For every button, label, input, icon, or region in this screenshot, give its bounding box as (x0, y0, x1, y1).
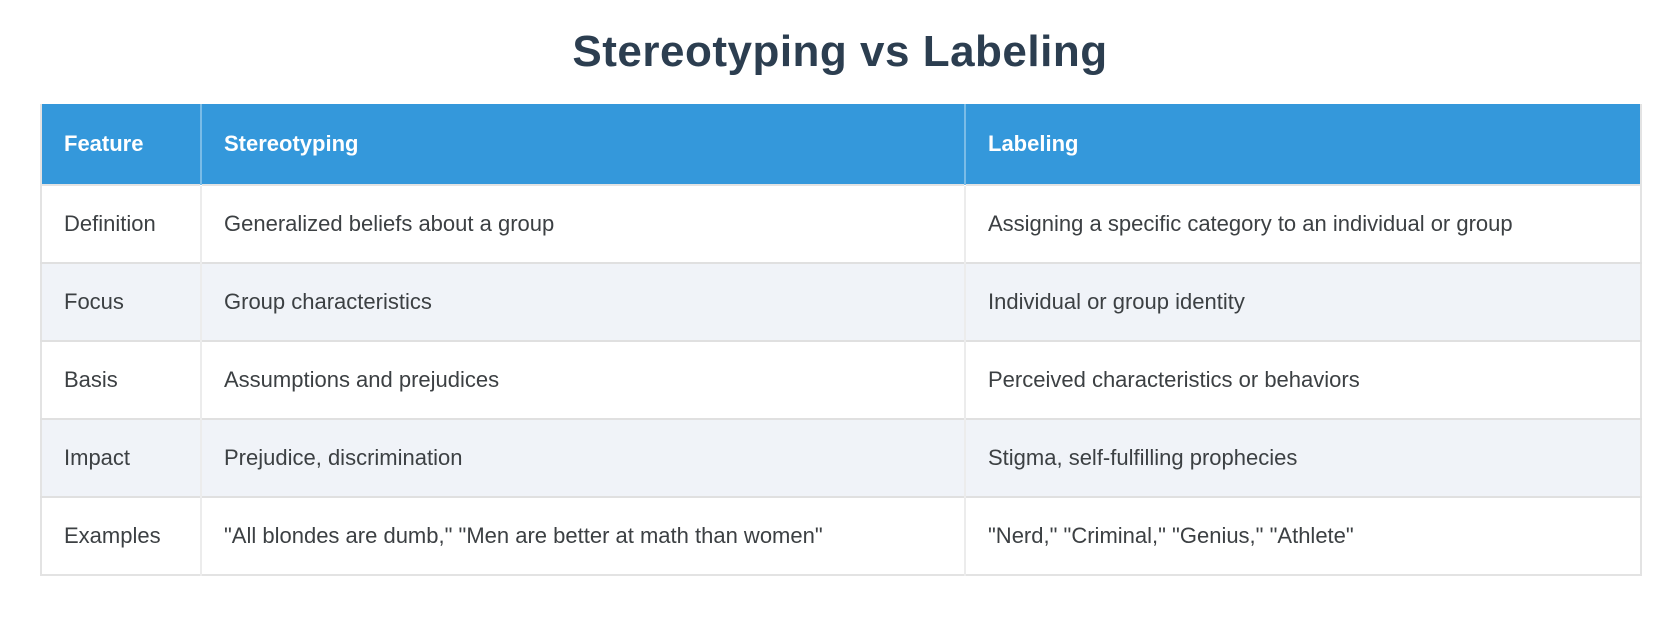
column-header-feature: Feature (41, 103, 202, 185)
feature-cell: Examples (41, 496, 202, 575)
labeling-cell: Assigning a specific category to an indi… (965, 184, 1641, 263)
column-header-stereotyping: Stereotyping (201, 103, 966, 185)
stereotyping-cell: "All blondes are dumb," "Men are better … (201, 496, 966, 575)
table-row-impact: Impact Prejudice, discrimination Stigma,… (41, 418, 1641, 497)
stereotyping-cell: Assumptions and prejudices (201, 340, 966, 419)
feature-cell: Impact (41, 418, 202, 497)
column-header-labeling: Labeling (965, 103, 1641, 185)
labeling-cell: Individual or group identity (965, 262, 1641, 341)
labeling-cell: Stigma, self-fulfilling prophecies (965, 418, 1641, 497)
table-row-focus: Focus Group characteristics Individual o… (41, 262, 1641, 341)
stereotyping-cell: Group characteristics (201, 262, 966, 341)
comparison-table: Feature Stereotyping Labeling Definition… (40, 103, 1642, 576)
header-row: Feature Stereotyping Labeling (41, 103, 1641, 185)
table-row-definition: Definition Generalized beliefs about a g… (41, 184, 1641, 263)
page-title: Stereotyping vs Labeling (572, 27, 1108, 76)
feature-cell: Basis (41, 340, 202, 419)
table-row-basis: Basis Assumptions and prejudices Perceiv… (41, 340, 1641, 419)
labeling-cell: Perceived characteristics or behaviors (965, 340, 1641, 419)
stereotyping-cell: Prejudice, discrimination (201, 418, 966, 497)
page: Stereotyping vs Labeling Feature Stereot… (0, 26, 1680, 626)
table-row-examples: Examples "All blondes are dumb," "Men ar… (41, 496, 1641, 575)
feature-cell: Focus (41, 262, 202, 341)
labeling-cell: "Nerd," "Criminal," "Genius," "Athlete" (965, 496, 1641, 575)
feature-cell: Definition (41, 184, 202, 263)
stereotyping-cell: Generalized beliefs about a group (201, 184, 966, 263)
